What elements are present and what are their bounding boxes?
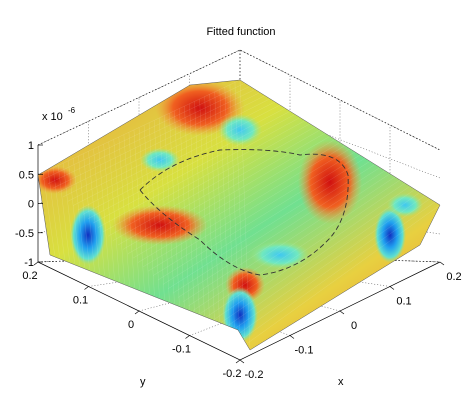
y-tick-label: 0 — [128, 319, 134, 331]
y-tick-label: 0.2 — [22, 270, 37, 282]
x-tick-label: -0.2 — [245, 369, 264, 381]
surface-trough-1 — [70, 205, 106, 265]
z-tick-label: 1 — [28, 140, 34, 152]
z-axis: -1 -0.5 0 0.5 1 — [15, 140, 43, 269]
y-tick-label: -0.1 — [172, 344, 191, 356]
x-tick-label: 0 — [351, 320, 357, 332]
x-tick-label: 0.1 — [396, 296, 411, 308]
z-exponent-label: x 10 — [42, 111, 63, 123]
y-axis-label: y — [140, 376, 146, 388]
chart-title: Fitted function — [206, 26, 275, 38]
z-tick-label: -0.5 — [15, 228, 34, 240]
x-tick — [390, 287, 394, 290]
y-tick — [236, 360, 240, 363]
x-tick — [290, 336, 294, 339]
x-tick — [340, 311, 344, 314]
x-axis-label: x — [338, 376, 344, 388]
y-tick — [186, 336, 190, 339]
z-tick-label: 0 — [28, 199, 34, 211]
y-tick-label: 0.1 — [73, 295, 88, 307]
z-tick-label: -1 — [24, 257, 34, 269]
x-tick-label: 0.2 — [446, 271, 461, 283]
y-tick-label: -0.2 — [223, 368, 242, 380]
z-tick-label: 0.5 — [19, 169, 34, 181]
surface-peak-2 — [298, 140, 362, 224]
x-tick-label: -0.1 — [295, 345, 314, 357]
fitted-surface — [33, 80, 440, 350]
x-tick — [440, 262, 444, 265]
y-tick — [135, 311, 139, 314]
y-tick — [85, 287, 89, 290]
z-exponent: -6 — [68, 106, 76, 115]
y-tick — [34, 262, 38, 265]
surface-trough-4 — [218, 114, 262, 146]
x-tick — [240, 360, 244, 363]
